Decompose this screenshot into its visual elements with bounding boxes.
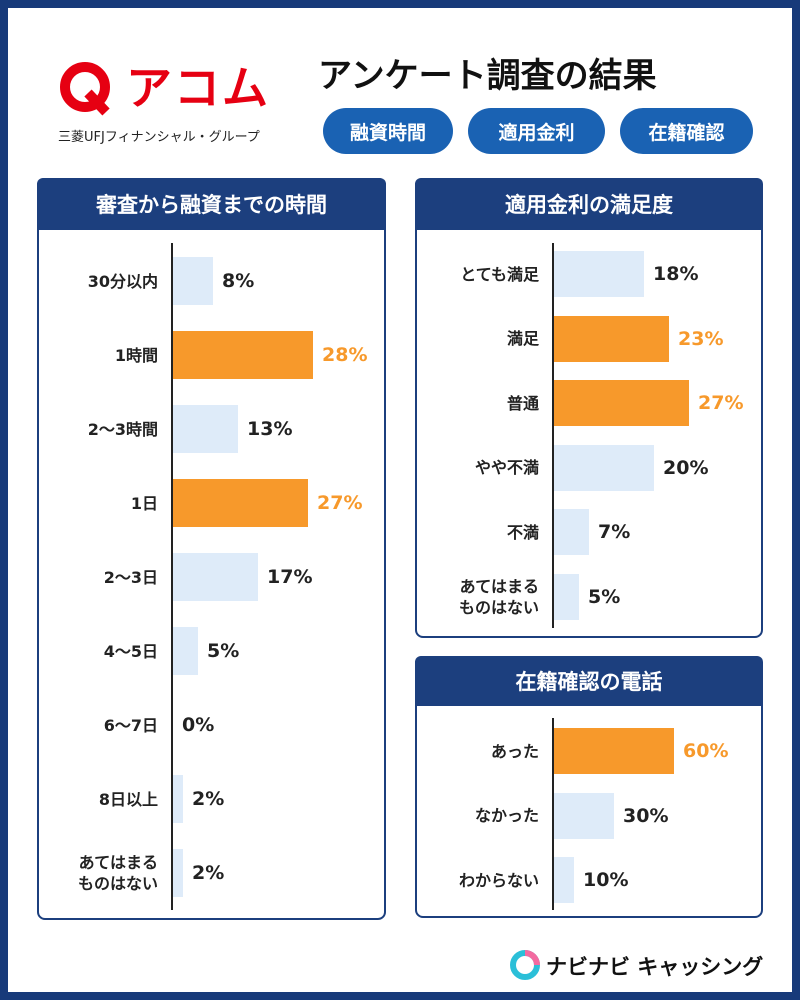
value-label: 20%	[663, 456, 709, 479]
category-label: 6〜7日	[103, 715, 158, 735]
category-label: 30分以内	[87, 271, 158, 291]
category-label: 不満	[506, 522, 539, 542]
category-label: なかった	[474, 806, 539, 825]
value-label: 23%	[678, 327, 724, 350]
bar	[554, 380, 689, 427]
category-label: 4〜5日	[103, 641, 158, 661]
category-label: 満足	[506, 329, 539, 349]
bar	[173, 627, 198, 675]
value-label: 27%	[698, 392, 744, 415]
bar	[554, 857, 574, 903]
category-label: 2〜3時間	[87, 419, 158, 439]
category-label: 1日	[130, 493, 158, 513]
category-label: あてはまるものはない	[77, 853, 158, 893]
bar	[554, 251, 644, 297]
value-label: 2%	[192, 788, 225, 810]
footer-icon	[510, 950, 540, 980]
value-label: 2%	[192, 862, 225, 884]
category-label: あった	[490, 741, 539, 761]
footer-brand: ナビナビ キャッシング	[546, 955, 764, 979]
category-label: とても満足	[460, 264, 539, 284]
brand-sub: 三菱UFJフィナンシャル・グループ	[58, 130, 260, 145]
value-label: 27%	[317, 492, 363, 514]
value-label: 30%	[623, 804, 669, 827]
title: アンケート調査の結果	[318, 56, 657, 96]
axis-line	[552, 243, 554, 628]
bar	[554, 315, 669, 362]
panel-title: 審査から融資までの時間	[37, 178, 386, 230]
value-label: 28%	[322, 344, 368, 366]
category-label: 8日以上	[98, 789, 158, 809]
panel-title: 在籍確認の電話	[415, 656, 763, 706]
bar	[554, 792, 614, 839]
bar	[173, 405, 238, 453]
bar	[173, 331, 313, 379]
bar	[554, 509, 589, 556]
value-label: 18%	[653, 263, 699, 285]
category-label: 2〜3日	[103, 567, 158, 587]
bar	[173, 257, 213, 305]
brand: アコム	[126, 61, 270, 115]
value-label: 0%	[182, 714, 215, 736]
category-label: 普通	[506, 393, 539, 413]
bar	[173, 479, 308, 527]
bar	[554, 574, 579, 620]
axis-line	[552, 718, 554, 910]
tag: 適用金利	[468, 108, 605, 154]
brand-icon	[60, 62, 110, 116]
tag: 融資時間	[323, 108, 453, 154]
axis-line	[171, 243, 173, 910]
value-label: 60%	[683, 740, 729, 762]
bar	[173, 775, 183, 823]
panel-title: 適用金利の満足度	[415, 178, 763, 230]
value-label: 10%	[583, 869, 629, 891]
value-label: 5%	[588, 586, 621, 608]
bar	[173, 849, 183, 897]
tag: 在籍確認	[620, 108, 753, 154]
bar	[173, 553, 258, 601]
value-label: 8%	[222, 270, 255, 292]
value-label: 13%	[247, 418, 293, 440]
category-label: あてはまるものはない	[458, 577, 539, 617]
category-label: わからない	[458, 870, 539, 890]
category-label: やや不満	[474, 458, 539, 478]
bar	[554, 728, 674, 774]
bar	[554, 444, 654, 491]
value-label: 5%	[207, 640, 240, 662]
value-label: 17%	[267, 566, 313, 588]
category-label: 1時間	[114, 345, 158, 365]
value-label: 7%	[598, 521, 631, 544]
